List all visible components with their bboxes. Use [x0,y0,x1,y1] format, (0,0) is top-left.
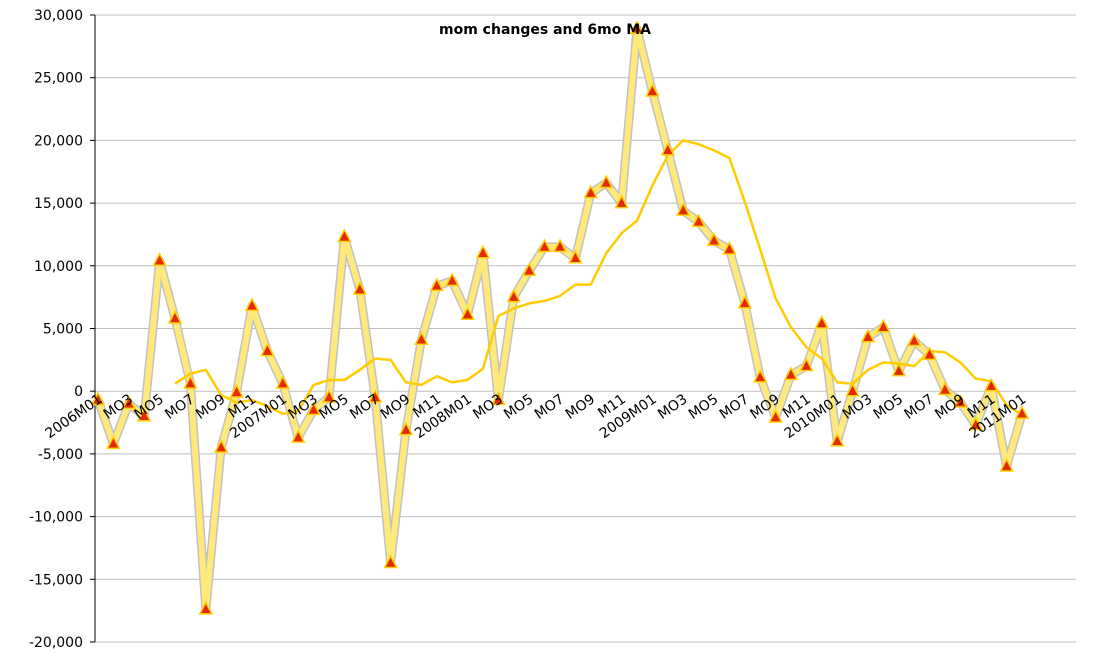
data-point [953,393,968,408]
y-tick-label: 10,000 [34,259,83,275]
data-point [537,238,552,253]
data-point [121,395,137,409]
data-point [275,375,291,389]
data-point [706,232,722,246]
x-tick-label: MO7 [532,391,567,422]
x-tick-label: MO5 [871,391,906,422]
data-point [583,184,599,199]
data-point [136,407,152,422]
data-point [552,238,568,253]
data-point [768,408,783,423]
data-point [783,366,799,381]
data-point [229,383,244,398]
data-point [614,194,629,209]
data-point [414,331,429,346]
data-point [598,174,614,189]
data-point [444,272,460,287]
data-point [521,262,537,277]
data-point [460,306,475,320]
y-tick-label: 20,000 [34,133,83,149]
data-point [398,421,414,436]
gridlines [95,14,1076,643]
data-point [568,249,583,264]
y-axis-ticks: -20,000 -15,000 -10,000 -5,000 0 5,000 10,000 1… [29,8,95,651]
data-point [383,554,398,569]
data-point [937,381,953,396]
data-point [675,202,691,216]
x-tick-label: MO3 [655,391,690,422]
data-point [183,375,198,389]
data-point [968,416,984,431]
data-point [829,432,845,447]
data-point [629,20,645,35]
data-point [860,328,876,343]
data-point [106,435,121,450]
y-tick-label: 30,000 [34,8,83,24]
x-tick-label: MO5 [316,391,351,422]
data-point [799,357,814,372]
data-point [306,401,321,416]
x-tick-label: MO5 [501,391,536,422]
y-tick-label: 15,000 [34,196,83,212]
data-point [244,297,260,312]
data-point [983,377,999,392]
data-point [906,332,922,347]
data-point [367,388,383,403]
data-point [845,382,860,397]
y-tick-label: 0 [74,384,83,400]
chart-title: mom changes and 6mo MA [439,22,651,38]
series-ma-line [174,139,1023,417]
data-point [475,244,491,259]
data-point [429,277,445,292]
data-point [321,388,337,403]
data-point [1014,405,1030,420]
y-tick-label: -5,000 [38,447,83,463]
y-tick-label: -15,000 [29,572,83,588]
data-point [999,457,1014,472]
data-point [752,368,768,383]
data-point [352,281,368,295]
data-point [152,252,167,267]
y-tick-label: -20,000 [29,635,83,651]
data-point [290,428,306,443]
data-point [198,600,214,615]
data-point [722,240,737,255]
data-point [737,294,753,309]
data-point [660,141,676,156]
y-tick-label: -10,000 [29,510,83,526]
x-tick-label: MO7 [901,391,936,422]
data-point [876,318,891,333]
data-point [90,391,106,406]
data-point [506,288,522,303]
x-tick-label: MO5 [686,391,721,422]
data-point [645,82,660,97]
data-point [891,362,907,377]
markers-layer [90,20,1030,615]
x-tick-label: MO7 [717,391,752,422]
data-point [491,391,506,406]
data-point [691,213,706,228]
data-point [167,309,183,324]
data-point [260,342,275,357]
y-tick-label: 25,000 [34,71,83,87]
data-point [337,228,352,243]
data-point [814,314,830,329]
data-point [922,346,937,361]
x-tick-label: MO9 [563,391,598,422]
y-tick-label: 5,000 [43,322,83,338]
data-point [213,439,229,453]
x-tick-label: MO3 [101,391,136,422]
